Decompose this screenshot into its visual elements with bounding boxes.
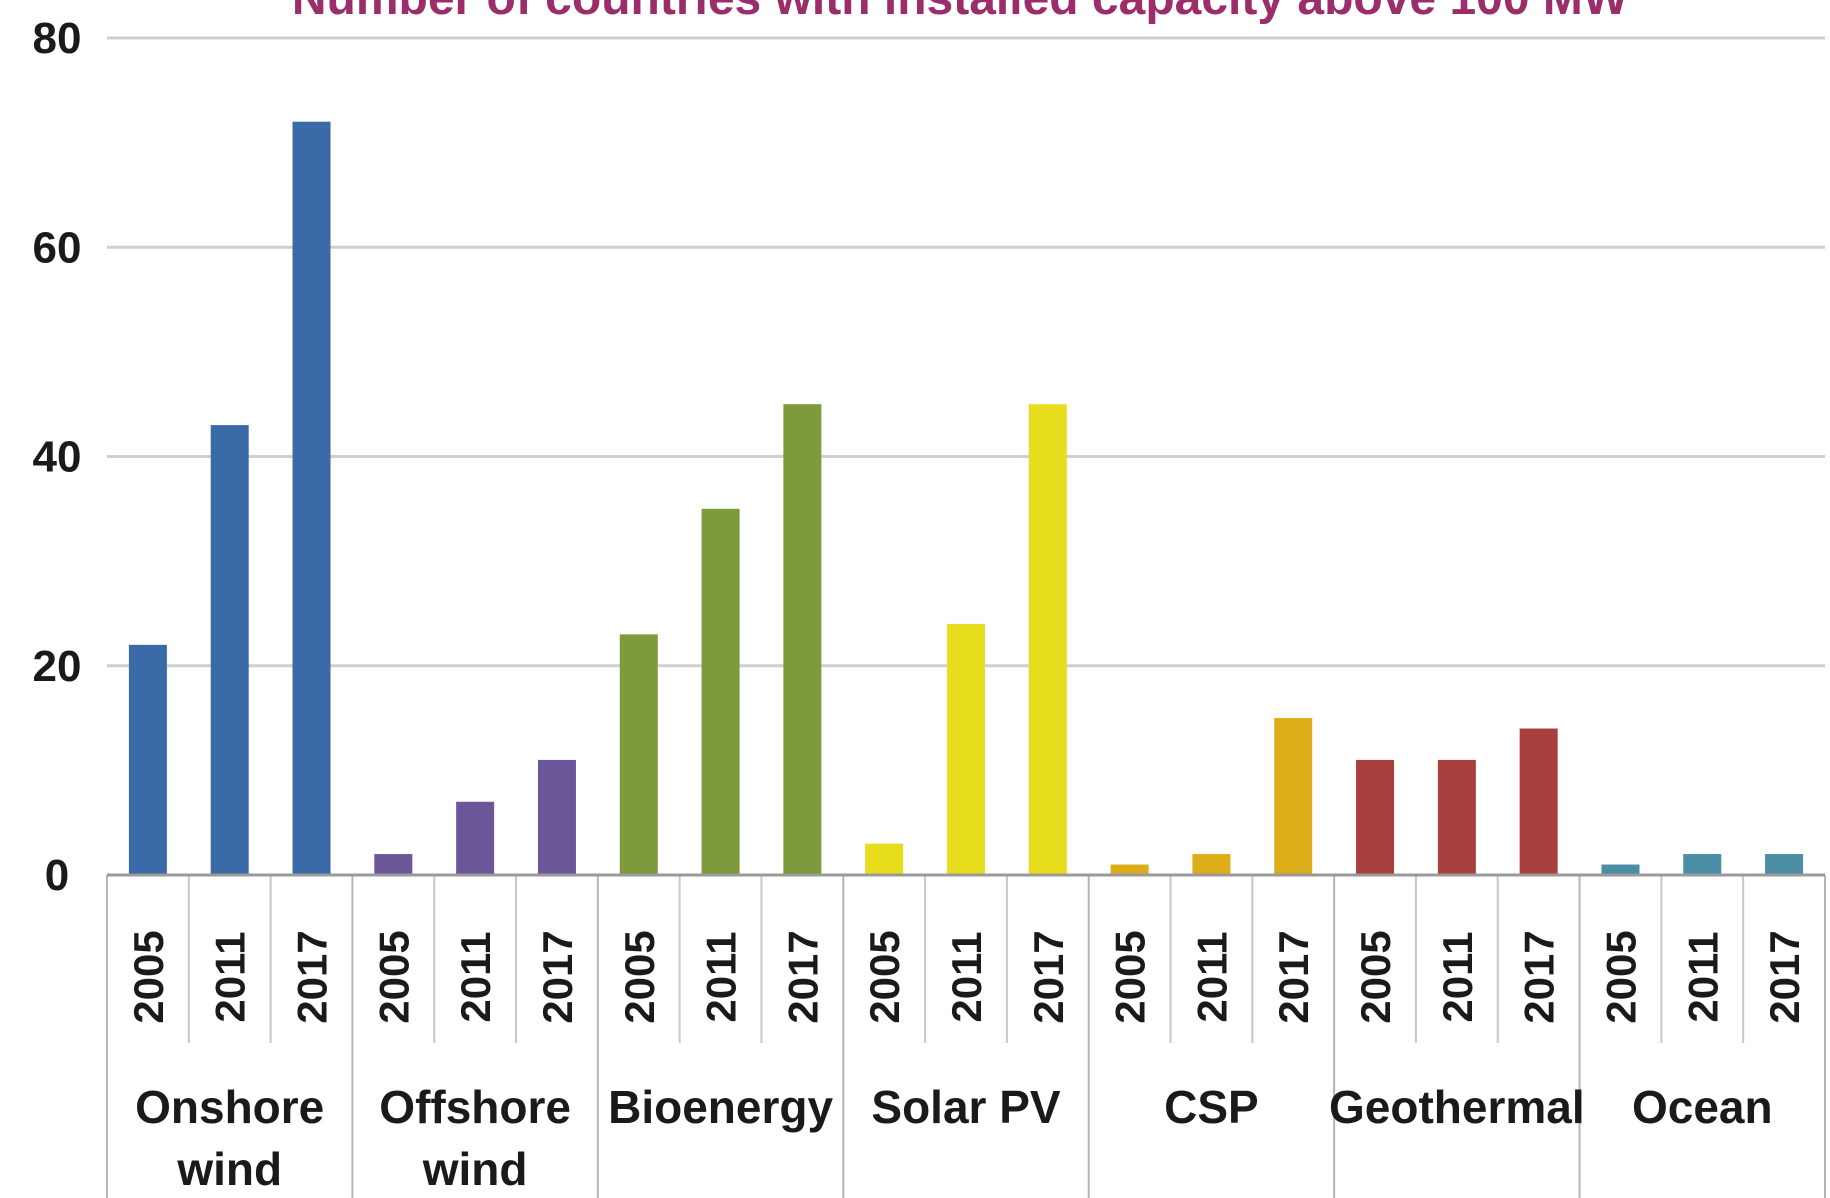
group-label-line: Ocean [1632,1081,1773,1133]
year-tick-label: 2017 [1025,930,1072,1023]
bar [128,644,167,875]
group-label: Geothermal [1329,1081,1585,1133]
group-label-line: Geothermal [1329,1081,1585,1133]
bar [374,854,413,875]
year-tick-label: 2017 [1270,930,1317,1023]
year-tick-label: 2005 [370,930,417,1023]
group-label: CSP [1164,1081,1259,1133]
bar [1683,854,1722,875]
year-tick-label: 2005 [616,930,663,1023]
group-label-line: wind [176,1143,282,1195]
year-tick-label: 2011 [207,931,254,1022]
year-tick-label: 2017 [289,930,336,1023]
group-label: Onshore wind [135,1081,324,1195]
group-label-line: Onshore [135,1081,324,1133]
year-tick-label: 2005 [861,930,908,1023]
bar [1601,864,1640,875]
bar [537,759,576,875]
year-tick-label: 2005 [125,930,172,1023]
group-label: Ocean [1632,1081,1773,1133]
y-axis: 0 20 40 60 80 [33,14,82,900]
group-label-line: CSP [1164,1081,1259,1133]
bar [1519,728,1558,875]
bar [1028,404,1067,875]
group-label-line: Solar PV [871,1081,1061,1133]
bar [783,404,822,875]
bar [701,508,740,875]
bar [865,843,904,875]
group-label: Solar PV [871,1081,1061,1133]
group-label: Bioenergy [608,1081,833,1133]
bar [1274,718,1313,875]
bar [456,801,495,875]
bar [619,634,658,875]
year-tick-label: 2005 [1352,930,1399,1023]
bar [1437,759,1476,875]
bar [1765,854,1804,875]
year-tick-label: 2005 [1107,930,1154,1023]
bar [292,121,331,875]
group-label: Offshore wind [379,1081,571,1195]
group-label-line: Bioenergy [608,1081,833,1133]
year-tick-label: 2017 [779,930,826,1023]
year-tick-label: 2017 [1516,930,1563,1023]
y-tick-label: 0 [45,851,69,900]
group-label-line: Offshore [379,1081,571,1133]
bars [128,121,1804,875]
year-tick-label: 2011 [698,931,745,1022]
year-tick-label: 2011 [1434,931,1481,1022]
bar [1192,854,1231,875]
year-tick-label: 2011 [1188,931,1235,1022]
bar [210,425,249,875]
year-tick-label: 2017 [534,930,581,1023]
x-axis: 2005 2011 2017 Onshore wind 2005 2011 2017 Offsh… [106,873,1826,1198]
y-tick-label: 40 [33,433,82,482]
y-tick-label: 60 [33,223,82,272]
y-tick-label: 20 [33,642,82,691]
year-tick-label: 2011 [1679,931,1726,1022]
year-tick-label: 2011 [943,931,990,1022]
year-tick-label: 2011 [452,931,499,1022]
bar [947,623,985,875]
year-tick-label: 2005 [1597,930,1644,1023]
chart-title: Number of countries with installed capac… [292,0,1629,25]
group-label-line: wind [422,1143,528,1195]
y-tick-label: 80 [33,14,82,63]
year-tick-label: 2017 [1761,930,1808,1023]
bar [1356,759,1395,875]
bar [1110,864,1149,875]
